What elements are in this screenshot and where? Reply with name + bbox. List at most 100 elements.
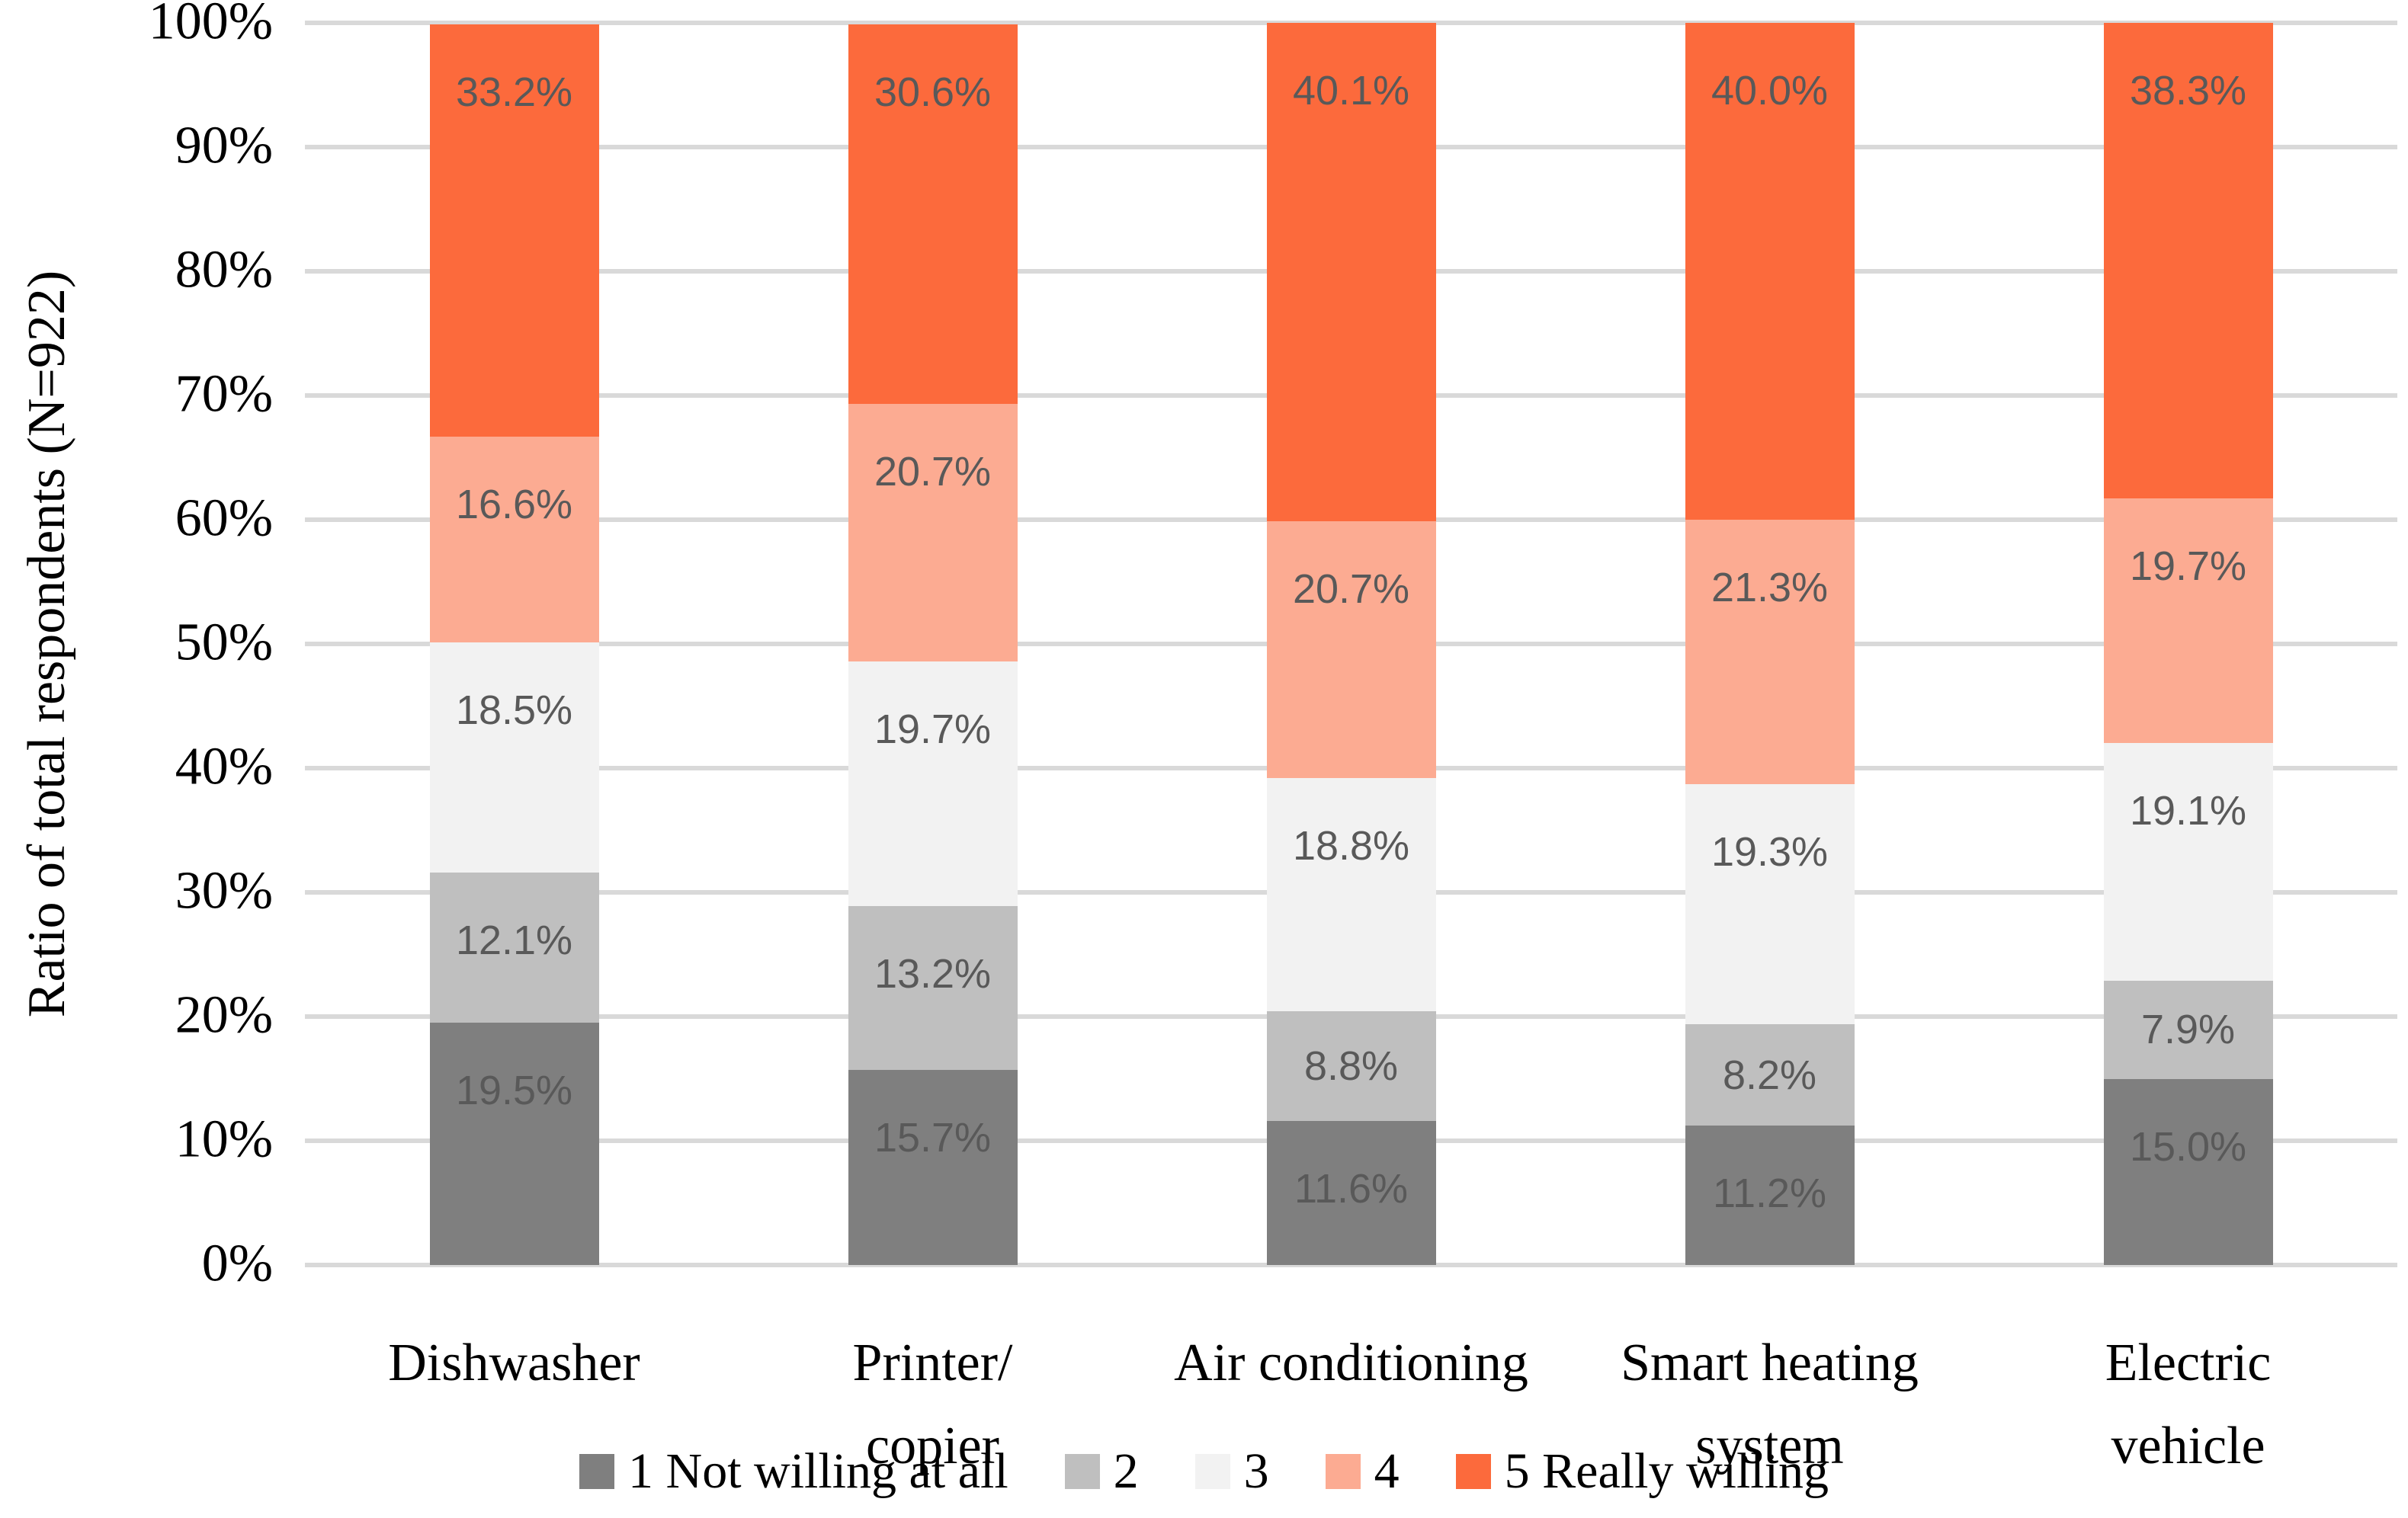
- legend-item-1: 1 Not willing at all: [579, 1443, 1008, 1500]
- bar-column-2: 11.6% 8.8% 18.8% 20.7% 40.1%: [1142, 23, 1560, 1265]
- x-category-label-line: Electric: [2105, 1334, 2272, 1392]
- y-tick-label-10: 10%: [175, 1110, 273, 1169]
- legend-item-3: 3: [1194, 1443, 1269, 1500]
- x-category-label-line: system: [1695, 1416, 1844, 1475]
- data-label-cat1-series4: 20.7%: [874, 449, 992, 495]
- legend-marker-icon: [579, 1454, 615, 1489]
- gridline-0: [305, 1263, 2397, 1267]
- bar-segment-cat1-series4: 20.7%: [848, 404, 1018, 661]
- x-category-label-3: Smart heating system: [1560, 1322, 1979, 1488]
- legend-label: 5 Really willing: [1504, 1443, 1829, 1499]
- data-label-cat0-series3: 18.5%: [455, 687, 573, 734]
- x-category-label-4: Electric vehicle: [1979, 1322, 2397, 1488]
- bar-0: 19.5% 12.1% 18.5% 16.6% 33.2%: [429, 23, 599, 1265]
- legend-marker-icon: [1064, 1454, 1100, 1489]
- bar-segment-cat2-series2: 8.8%: [1266, 1011, 1436, 1121]
- bar-segment-cat0-series4: 16.6%: [429, 436, 599, 643]
- x-category-label-0: Dishwasher: [305, 1322, 723, 1405]
- y-tick-label-80: 80%: [175, 240, 273, 299]
- y-tick-label-90: 90%: [175, 116, 273, 175]
- x-category-label-line: copier: [866, 1416, 999, 1475]
- y-tick-label-70: 70%: [175, 364, 273, 424]
- data-label-cat2-series4: 20.7%: [1292, 565, 1410, 612]
- x-category-label-1: Printer/copier: [723, 1322, 1142, 1488]
- bar-segment-cat4-series1: 15.0%: [2103, 1078, 2273, 1265]
- bar-column-1: 15.7% 13.2% 19.7% 20.7% 30.6%: [723, 23, 1142, 1265]
- bar-segment-cat4-series3: 19.1%: [2103, 743, 2273, 981]
- y-tick-label-40: 40%: [175, 737, 273, 796]
- data-label-cat1-series5: 30.6%: [874, 69, 992, 115]
- legend-marker-icon: [1325, 1454, 1361, 1489]
- bar-segment-cat3-series2: 8.2%: [1685, 1023, 1855, 1126]
- data-label-cat2-series5: 40.1%: [1292, 68, 1410, 114]
- legend-marker-icon: [1455, 1454, 1491, 1489]
- bar-segment-cat0-series5: 33.2%: [429, 24, 599, 437]
- legend: 1 Not willing at all 2 3 4 5 Really willing: [0, 1443, 2408, 1500]
- data-label-cat4-series5: 38.3%: [2129, 68, 2247, 114]
- data-label-cat0-series5: 33.2%: [455, 69, 573, 115]
- bar-segment-cat4-series4: 19.7%: [2103, 498, 2273, 744]
- gridline-100: [305, 21, 2397, 25]
- y-tick-label-60: 60%: [175, 488, 273, 548]
- bar-segment-cat0-series1: 19.5%: [429, 1023, 599, 1265]
- legend-label: 2: [1113, 1443, 1139, 1499]
- x-category-label-line: Dishwasher: [388, 1334, 640, 1392]
- bar-segment-cat0-series3: 18.5%: [429, 642, 599, 873]
- legend-item-4: 4: [1325, 1443, 1400, 1500]
- bar-segment-cat2-series3: 18.8%: [1266, 778, 1436, 1012]
- bar-segment-cat1-series3: 19.7%: [848, 661, 1018, 906]
- data-label-cat4-series3: 19.1%: [2129, 788, 2247, 834]
- bar-segment-cat3-series4: 21.3%: [1685, 520, 1855, 785]
- data-label-cat3-series1: 11.2%: [1712, 1171, 1827, 1217]
- bar-segment-cat2-series4: 20.7%: [1266, 520, 1436, 779]
- data-label-cat1-series2: 13.2%: [874, 950, 992, 997]
- bar-2: 11.6% 8.8% 18.8% 20.7% 40.1%: [1266, 23, 1436, 1265]
- bar-column-3: 11.2% 8.2% 19.3% 21.3% 40.0%: [1560, 23, 1979, 1265]
- data-label-cat1-series1: 15.7%: [874, 1115, 992, 1161]
- legend-label: 3: [1243, 1443, 1269, 1499]
- data-label-cat2-series3: 18.8%: [1292, 823, 1410, 869]
- data-label-cat2-series2: 8.8%: [1303, 1043, 1399, 1090]
- data-label-cat0-series4: 16.6%: [455, 481, 573, 527]
- x-category-label-2: Air conditioning: [1142, 1322, 1560, 1405]
- bar-column-4: 15.0% 7.9% 19.1% 19.7% 38.3%: [1979, 23, 2397, 1265]
- bar-segment-cat4-series5: 38.3%: [2103, 23, 2273, 499]
- bar-3: 11.2% 8.2% 19.3% 21.3% 40.0%: [1685, 23, 1855, 1265]
- data-label-cat3-series3: 19.3%: [1711, 829, 1829, 876]
- x-category-label-line: Air conditioning: [1174, 1334, 1528, 1392]
- bar-segment-cat2-series5: 40.1%: [1266, 23, 1436, 521]
- bar-segment-cat4-series2: 7.9%: [2103, 980, 2273, 1079]
- bar-segment-cat3-series5: 40.0%: [1685, 23, 1855, 520]
- y-tick-label-20: 20%: [175, 985, 273, 1045]
- x-category-label-line: Smart heating: [1621, 1334, 1919, 1392]
- bar-segment-cat2-series1: 11.6%: [1266, 1120, 1436, 1265]
- data-label-cat0-series2: 12.1%: [455, 917, 573, 963]
- y-tick-label-0: 0%: [201, 1234, 273, 1293]
- bar-segment-cat1-series1: 15.7%: [848, 1070, 1018, 1265]
- data-label-cat2-series1: 11.6%: [1294, 1165, 1409, 1212]
- data-label-cat4-series2: 7.9%: [2140, 1007, 2236, 1053]
- data-label-cat4-series1: 15.0%: [2129, 1123, 2247, 1170]
- data-label-cat0-series1: 19.5%: [455, 1068, 573, 1114]
- data-label-cat4-series4: 19.7%: [2129, 543, 2247, 590]
- data-label-cat3-series2: 8.2%: [1722, 1052, 1817, 1098]
- legend-label: 1 Not willing at all: [628, 1443, 1008, 1499]
- data-label-cat3-series4: 21.3%: [1711, 565, 1829, 611]
- bar-4: 15.0% 7.9% 19.1% 19.7% 38.3%: [2103, 23, 2273, 1265]
- y-tick-label-100: 100%: [148, 0, 273, 51]
- data-label-cat3-series5: 40.0%: [1711, 68, 1829, 114]
- legend-label: 4: [1374, 1443, 1400, 1499]
- y-tick-label-30: 30%: [175, 861, 273, 921]
- x-category-label-line: vehicle: [2111, 1416, 2265, 1475]
- bar-segment-cat3-series3: 19.3%: [1685, 784, 1855, 1024]
- bar-segment-cat1-series5: 30.6%: [848, 24, 1018, 405]
- legend-marker-icon: [1194, 1454, 1230, 1489]
- y-tick-label-50: 50%: [175, 613, 273, 672]
- x-category-label-line: Printer/: [852, 1334, 1013, 1392]
- legend-item-2: 2: [1064, 1443, 1139, 1500]
- bar-segment-cat3-series1: 11.2%: [1685, 1126, 1855, 1265]
- data-label-cat1-series3: 19.7%: [874, 706, 992, 752]
- bar-1: 15.7% 13.2% 19.7% 20.7% 30.6%: [848, 23, 1018, 1265]
- bar-segment-cat0-series2: 12.1%: [429, 872, 599, 1023]
